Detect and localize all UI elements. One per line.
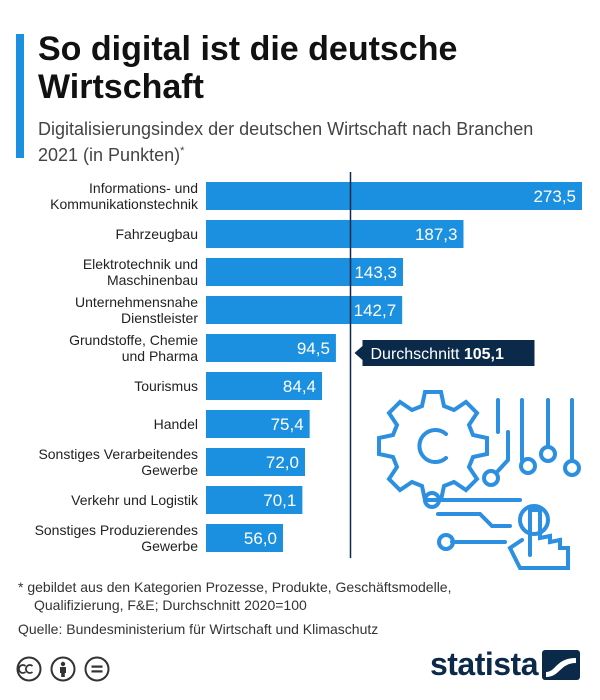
average-label: Durchschnitt 105,1 (370, 346, 504, 363)
gear-c-icon (417, 428, 448, 464)
category-label-6: Handel (154, 416, 198, 432)
title-accent-bar (16, 34, 24, 158)
category-label-2-line-1: Maschinenbau (107, 272, 198, 288)
average-label-value: 105,1 (464, 346, 504, 363)
digital-gear-illustration (377, 390, 581, 570)
subtitle-text: Digitalisierungsindex der deutschen Wirt… (38, 119, 534, 165)
statista-logo-icon (542, 649, 580, 680)
brand-name: statista (429, 646, 539, 682)
bar-4 (206, 334, 336, 362)
bar-6 (206, 410, 310, 438)
category-label-0-line-0: Informations- und (89, 180, 198, 196)
pointing-hand-icon (507, 508, 570, 570)
category-label-0-line-1: Kommunikationstechnik (50, 196, 199, 212)
category-label-4-line-0: Grundstoffe, Chemie (69, 332, 198, 348)
bar-7 (206, 448, 305, 476)
footnote-line-2: Qualifizierung, F&E; Durchschnitt 2020=1… (34, 597, 307, 613)
bar-2 (206, 258, 404, 286)
average-label-text: Durchschnitt (370, 346, 463, 363)
value-label-5: 84,4 (283, 377, 316, 396)
bar-chart: 273,5 Informations- undKommunikationstech… (35, 172, 582, 570)
value-label-4: 94,5 (297, 339, 330, 358)
average-label-box (362, 340, 535, 366)
category-label-7-line-1: Gewerbe (141, 462, 198, 478)
value-label-8: 70,1 (263, 491, 296, 510)
statista-logo[interactable]: statista (430, 646, 580, 683)
bar-8 (206, 486, 303, 514)
page-title: So digital ist die deutsche Wirtschaft (38, 30, 458, 106)
bar-1 (206, 220, 464, 248)
bar-0 (206, 182, 582, 210)
value-label-2: 143,3 (354, 263, 397, 282)
value-label-7: 72,0 (266, 453, 299, 472)
category-label-1: Fahrzeugbau (115, 226, 198, 242)
value-label-6: 75,4 (271, 415, 304, 434)
no-derivatives-icon[interactable] (84, 656, 110, 682)
value-label-9: 56,0 (244, 529, 277, 548)
bar-9 (206, 524, 283, 552)
footnote: * gebildet aus den Kategorien Prozesse, … (18, 578, 588, 614)
cc-icon[interactable] (16, 656, 42, 682)
category-label-4-line-1: und Pharma (122, 348, 198, 364)
source-note: Quelle: Bundesministerium für Wirtschaft… (18, 621, 379, 637)
category-label-9-line-0: Sonstiges Produzierendes (35, 522, 198, 538)
value-label-3: 142,7 (354, 301, 397, 320)
subtitle-asterisk: * (180, 145, 185, 157)
page-subtitle: Digitalisierungsindex der deutschen Wirt… (38, 118, 578, 166)
category-label-8: Verkehr und Logistik (71, 492, 199, 508)
gear-icon (377, 390, 489, 502)
category-label-3-line-1: Dienstleister (121, 310, 198, 326)
bar-3 (206, 296, 403, 324)
bar-5 (206, 372, 323, 400)
category-label-2-line-0: Elektrotechnik und (83, 256, 198, 272)
value-label-1: 187,3 (415, 225, 458, 244)
value-label-0: 273,5 (533, 187, 576, 206)
average-label-pointer (354, 346, 363, 360)
category-label-9-line-1: Gewerbe (141, 538, 198, 554)
footnote-line-1: * gebildet aus den Kategorien Prozesse, … (18, 579, 452, 595)
category-label-3-line-0: Unternehmensnahe (75, 294, 198, 310)
license-icons (16, 656, 110, 682)
category-label-7-line-0: Sonstiges Verarbeitendes (38, 446, 198, 462)
category-label-5: Tourismus (134, 378, 198, 394)
attribution-icon[interactable] (50, 656, 76, 682)
